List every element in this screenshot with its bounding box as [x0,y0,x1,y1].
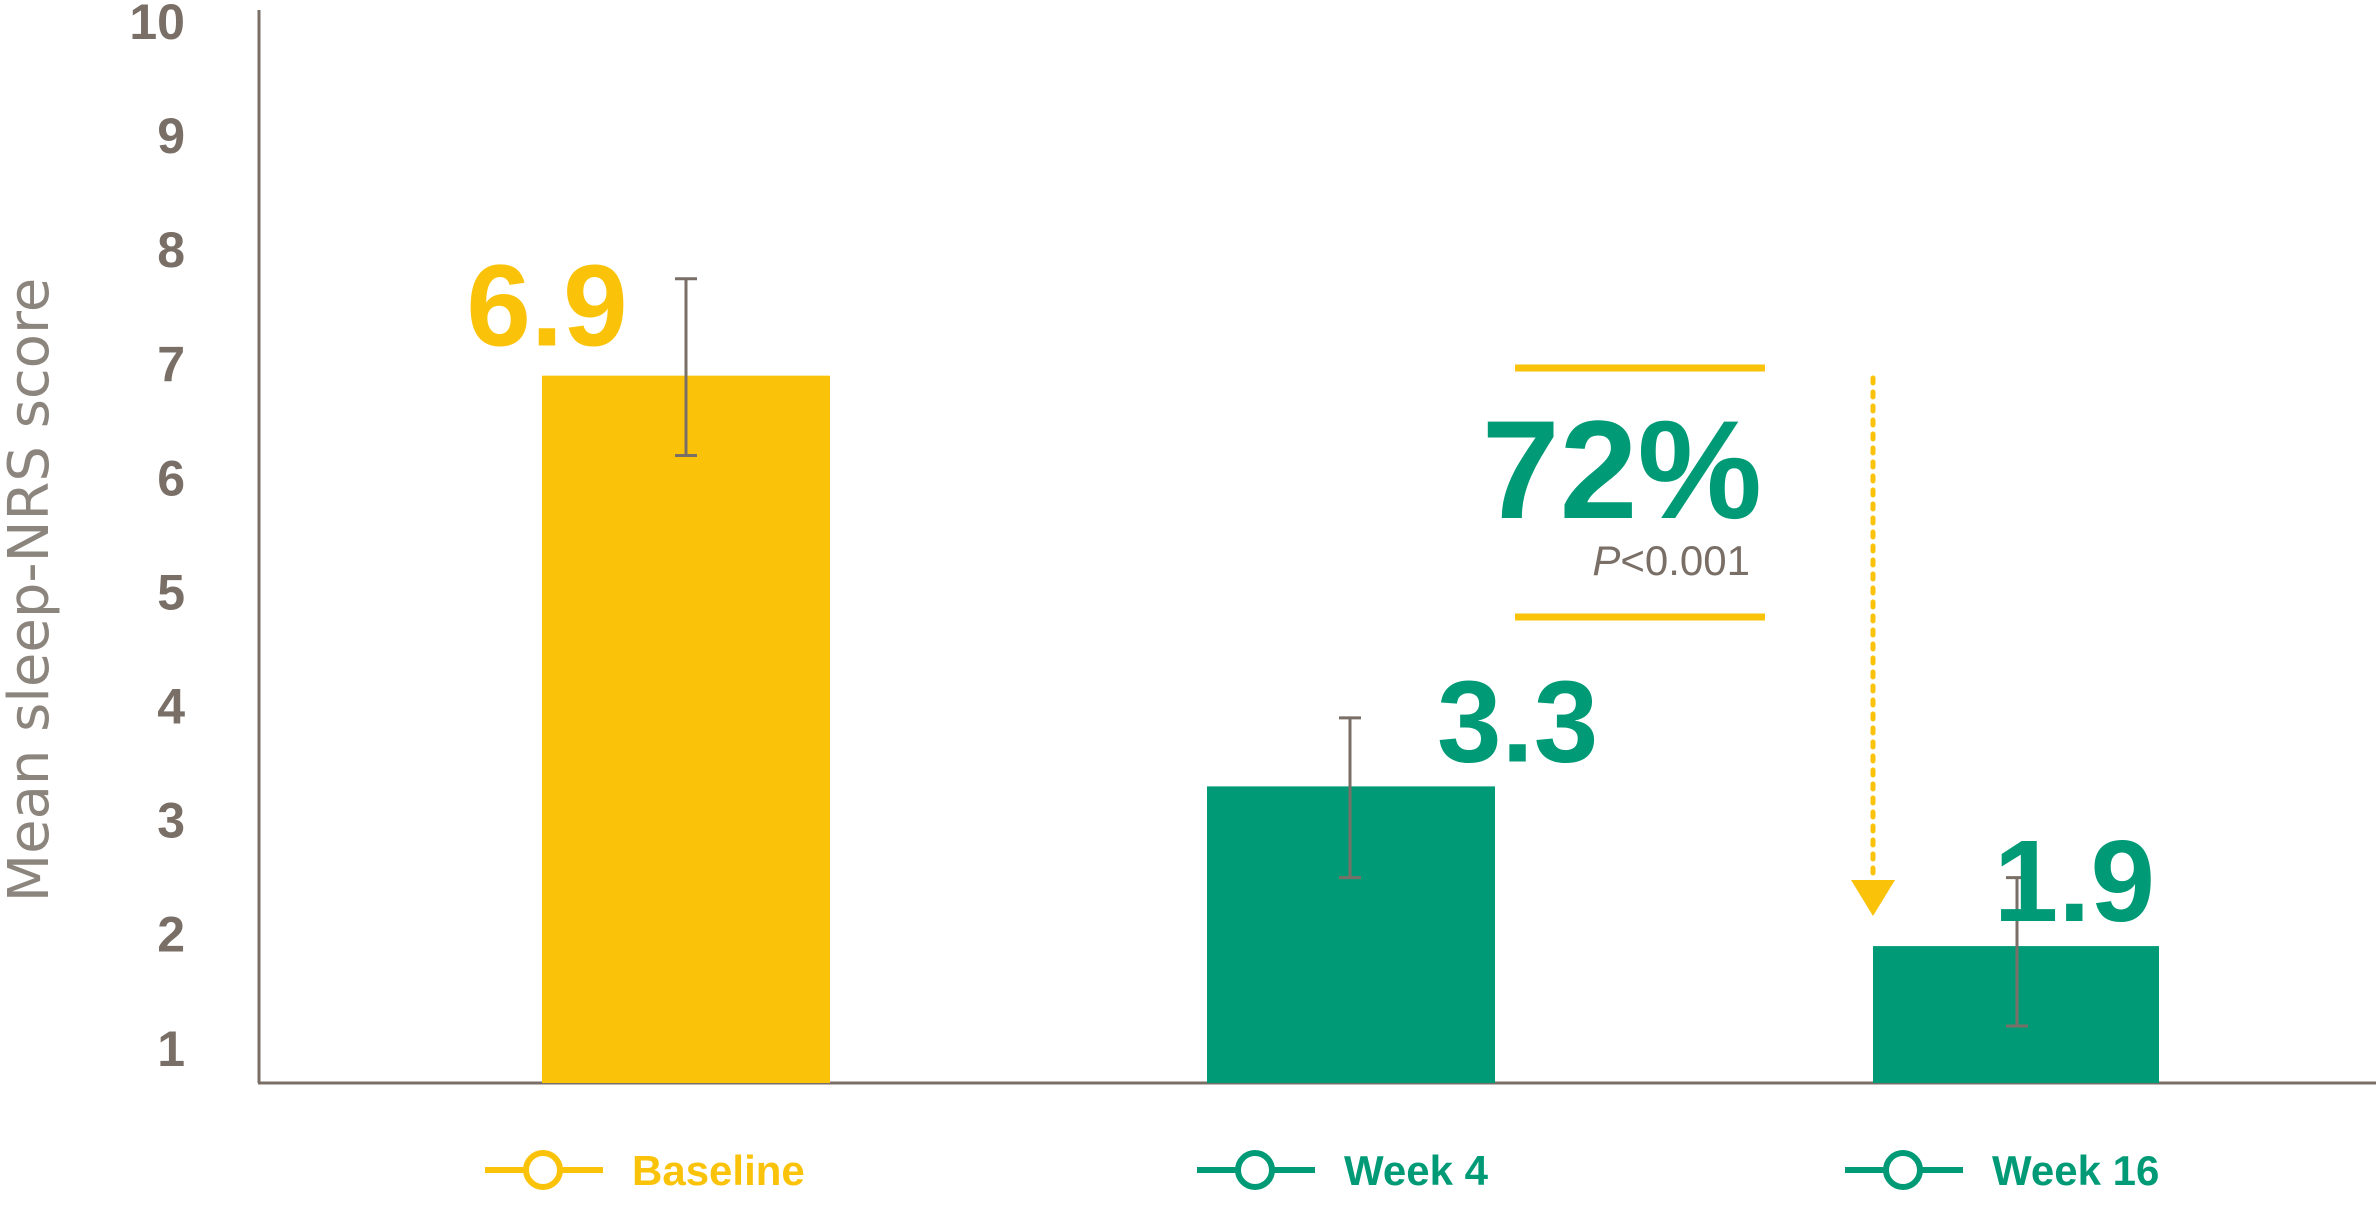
legend-item: Week 4 [1197,1147,1489,1194]
p-value-prefix: P [1592,537,1620,584]
legend-circle-marker [1235,1150,1275,1190]
y-axis-ticks: 1 2 3 4 5 6 7 8 9 10 [129,0,185,1077]
p-value-suffix: <0.001 [1620,537,1750,584]
y-tick-label: 9 [157,108,185,164]
error-bar [2006,876,2028,1028]
bars [542,375,2159,1084]
error-bars [675,277,2028,1028]
legend-circle-marker [1883,1150,1923,1190]
value-label: 6.9 [466,241,627,371]
bar-baseline [542,375,830,1084]
legend-label: Week 16 [1992,1147,2159,1194]
value-label: 3.3 [1437,656,1598,786]
y-tick-label: 1 [157,1021,185,1077]
legend-item: Week 16 [1845,1147,2159,1194]
y-axis-label: Mean sleep-NRS score [0,278,62,902]
value-label: 1.9 [1994,816,2155,946]
error-bar [1339,716,1361,880]
reduction-annotation: 72% P<0.001 [1482,364,1895,916]
annotation-p-value: P<0.001 [1592,537,1750,584]
error-bar [675,277,697,458]
y-tick-label: 4 [157,679,185,735]
y-tick-label: 8 [157,222,185,278]
annotation-percent: 72% [1482,391,1762,548]
y-tick-label: 10 [129,0,185,50]
value-labels: 6.9 3.3 1.9 [466,241,2155,946]
legend-circle-marker [523,1150,563,1190]
reduction-arrow-head [1851,880,1895,916]
y-tick-label: 7 [157,336,185,392]
legend-label: Baseline [632,1147,805,1194]
legend-label: Week 4 [1344,1147,1489,1194]
legend-item: Baseline [485,1147,805,1194]
legend: Baseline Week 4 Week 16 [485,1147,2159,1194]
y-tick-label: 3 [157,793,185,849]
y-tick-label: 5 [157,564,185,620]
y-tick-label: 6 [157,450,185,506]
y-tick-label: 2 [157,907,185,963]
